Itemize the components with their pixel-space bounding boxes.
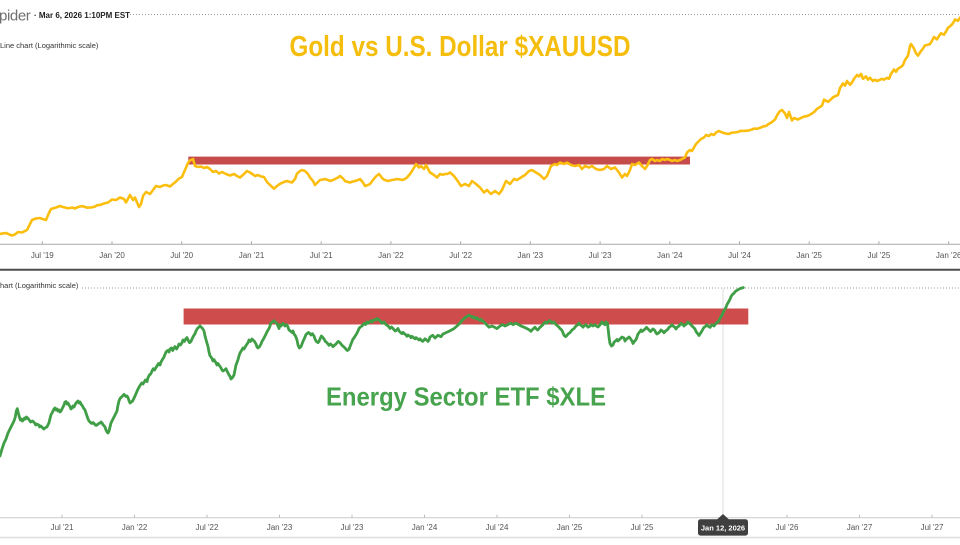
svg-text:Jan '21: Jan '21	[239, 251, 265, 260]
svg-text:Jan '20: Jan '20	[99, 251, 125, 260]
svg-text:Jan '22: Jan '22	[122, 523, 148, 532]
svg-text:Jul '20: Jul '20	[170, 251, 193, 260]
svg-text:Jan '23: Jan '23	[267, 523, 293, 532]
svg-text:Jul '26: Jul '26	[776, 523, 799, 532]
svg-text:Jan '23: Jan '23	[518, 251, 544, 260]
svg-text:Jul '19: Jul '19	[31, 251, 54, 260]
svg-text:Line chart (Logarithmic scale): Line chart (Logarithmic scale)	[0, 41, 99, 50]
svg-text:Jan '24: Jan '24	[657, 251, 683, 260]
svg-text:Jan 12, 2026: Jan 12, 2026	[701, 524, 745, 533]
svg-text:Jul '22: Jul '22	[196, 523, 219, 532]
svg-text:Jul '27: Jul '27	[921, 523, 944, 532]
svg-text:Jan '27: Jan '27	[847, 523, 873, 532]
svg-text:Jul '25: Jul '25	[867, 251, 890, 260]
svg-text:Jul '23: Jul '23	[589, 251, 612, 260]
svg-text:Jan '22: Jan '22	[378, 251, 404, 260]
svg-text:pider: pider	[0, 8, 31, 25]
svg-text:Gold vs U.S. Dollar $XAUUSD: Gold vs U.S. Dollar $XAUUSD	[290, 31, 631, 63]
svg-text:Jan '26: Jan '26	[936, 251, 960, 260]
svg-text:Jan '25: Jan '25	[796, 251, 822, 260]
svg-text:Jan '24: Jan '24	[412, 523, 438, 532]
svg-text:Jan '25: Jan '25	[557, 523, 583, 532]
svg-text:Jul '21: Jul '21	[310, 251, 333, 260]
svg-text:Jul '25: Jul '25	[631, 523, 654, 532]
svg-text:Energy Sector ETF $XLE: Energy Sector ETF $XLE	[326, 382, 606, 412]
svg-text:Line chart (Logarithmic scale): Line chart (Logarithmic scale)	[0, 281, 79, 290]
svg-text:Jul '24: Jul '24	[486, 523, 509, 532]
svg-text:Jul '23: Jul '23	[341, 523, 364, 532]
svg-text:Jul '24: Jul '24	[728, 251, 751, 260]
svg-text:Jul '22: Jul '22	[449, 251, 472, 260]
svg-text:Jul '21: Jul '21	[51, 523, 74, 532]
svg-text:· Mar 6, 2026 1:10PM EST: · Mar 6, 2026 1:10PM EST	[34, 11, 130, 20]
